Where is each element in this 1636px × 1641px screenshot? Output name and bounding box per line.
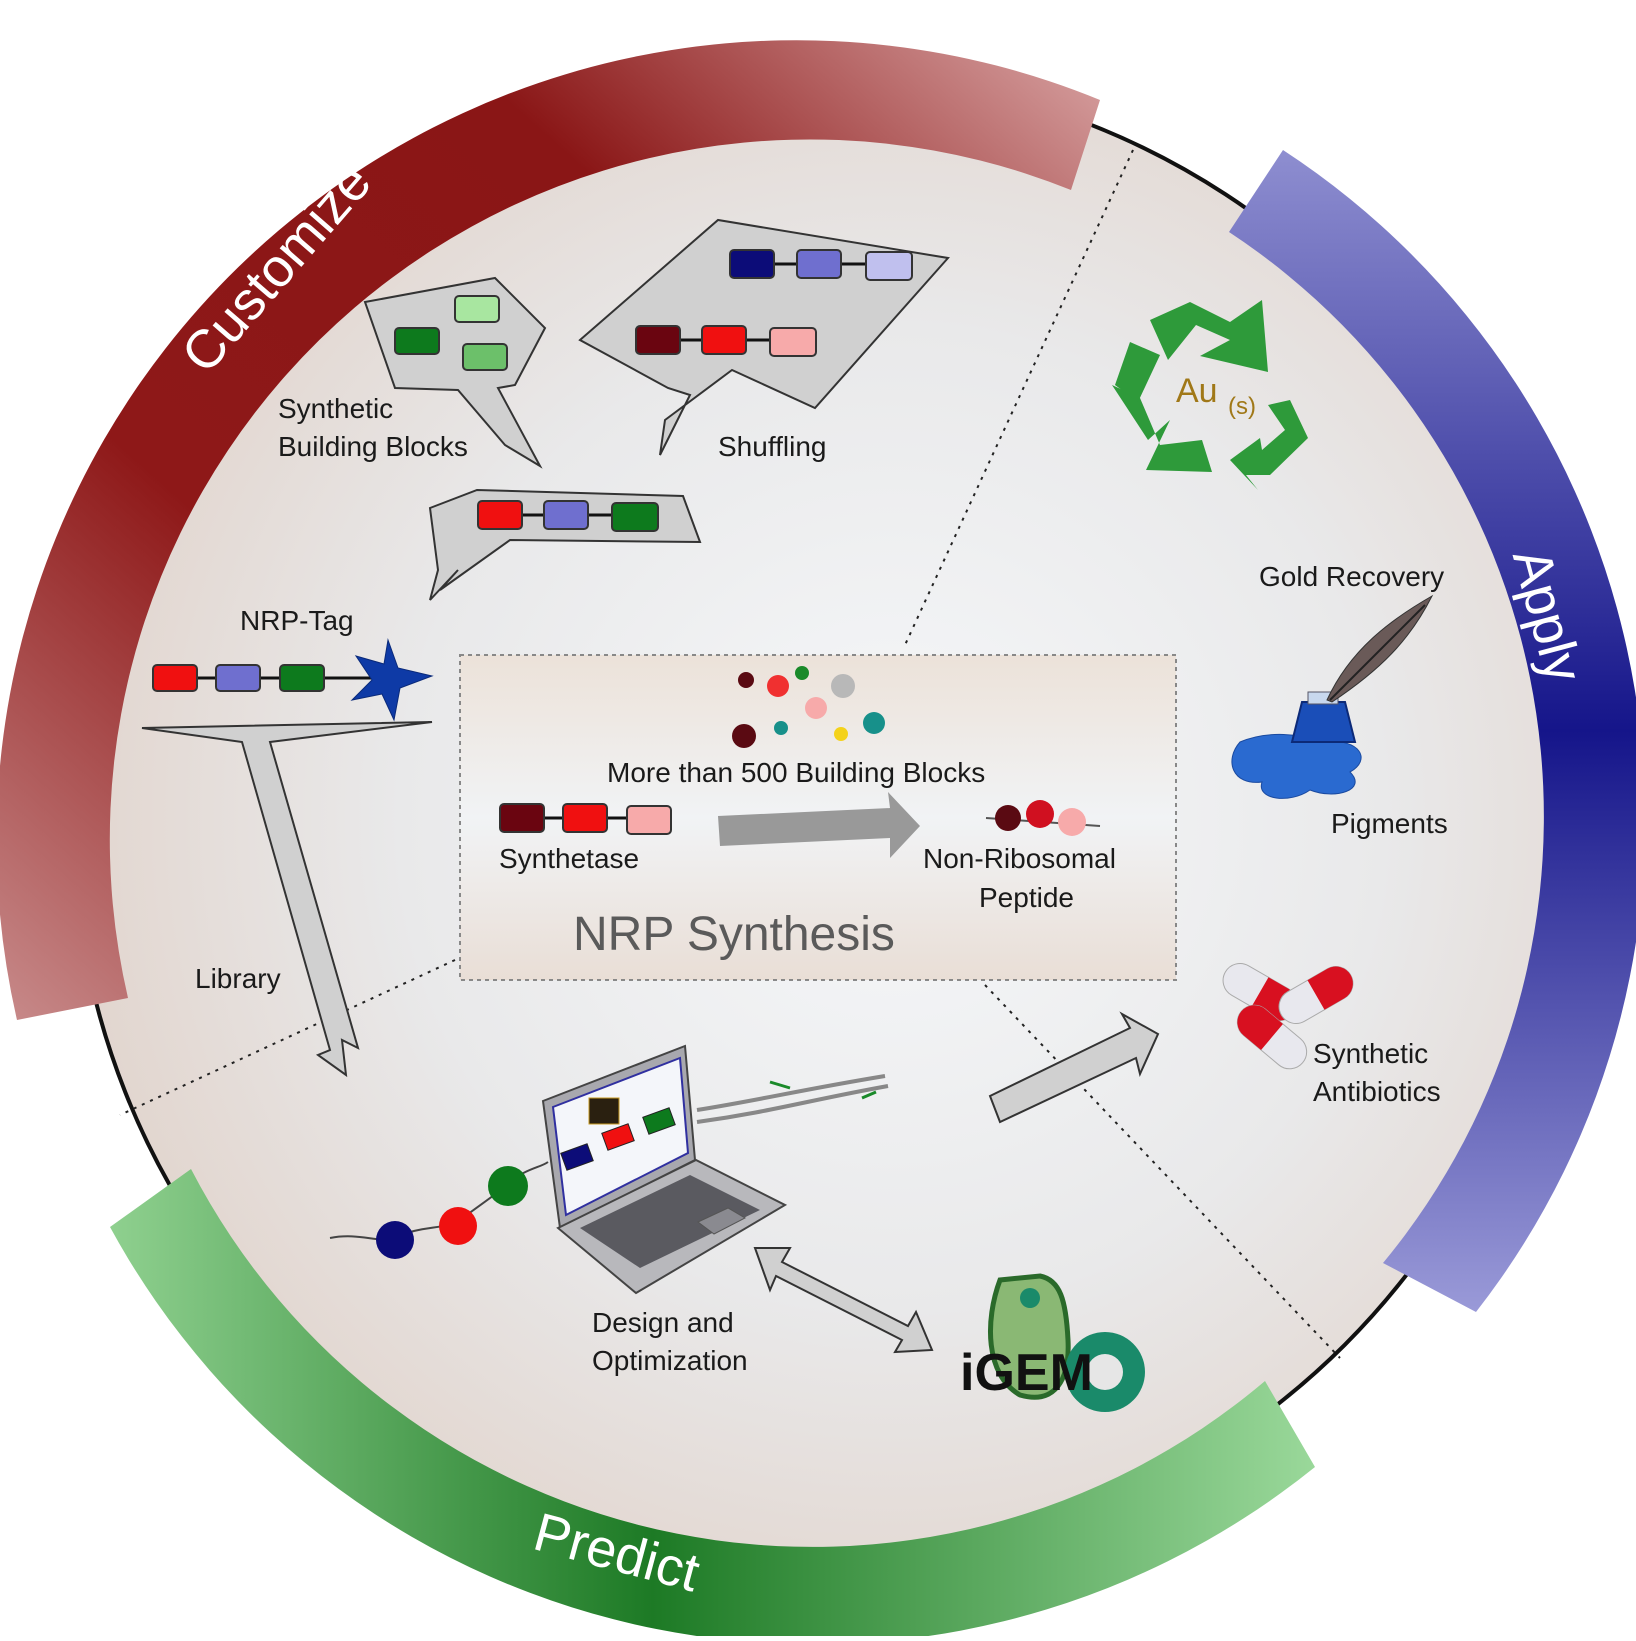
shuffling-callout [578,218,950,456]
screen-block-green [642,1107,676,1135]
peptide-bead-maroon [995,805,1021,831]
tag-star-icon [350,638,434,722]
peptide-label-1: Non-Ribosomal [923,843,1116,874]
screen-block-red [601,1123,635,1151]
building-blocks-count-label: More than 500 Building Blocks [607,757,985,788]
apply-arc [1229,150,1636,1312]
bead-green [488,1166,528,1206]
ink-quill-icon [1231,594,1434,799]
synthetic-antibiotics-label-2: Antibiotics [1313,1076,1441,1107]
peptide-chain [985,800,1101,836]
dot-red [767,675,789,697]
tag-block-green [279,664,325,692]
dot-maroon-small [738,672,754,688]
block-pink [769,327,817,357]
synth-block-maroon [499,803,545,833]
screen-structure-thumb [588,1097,620,1125]
nrp-synthesis-title: NRP Synthesis [573,908,895,961]
dot-gray [831,674,855,698]
tag-block-periwinkle [215,664,261,692]
library-arrow [141,721,433,1078]
chain-block-periwinkle [543,500,589,530]
synthetase-label: Synthetase [499,843,639,874]
design-optimization-label-2: Optimization [592,1345,748,1376]
sector-dividers [119,149,1341,1359]
block-dark-green [394,327,440,355]
shuffling-label: Shuffling [718,431,826,462]
gold-recovery-label: Gold Recovery [1259,561,1444,592]
dot-teal-small [774,721,788,735]
synthesis-arrow [718,792,920,858]
synthetic-antibiotics-label-1: Synthetic [1313,1038,1428,1069]
peptide-label-2: Peptide [979,882,1074,913]
nrp-tag-label: NRP-Tag [240,605,354,636]
block-light-green [454,295,500,323]
chain-block-red [477,500,523,530]
dot-maroon-large [732,724,756,748]
synthetase-chain [499,803,672,835]
block-mid-green [462,343,508,371]
synth-block-red [562,803,608,833]
dot-yellow [834,727,848,741]
capsule-icons [1222,963,1354,1070]
building-block-dots [732,666,885,748]
peptide-bead-pink [1058,808,1086,836]
predicted-peptide-beads [329,1161,549,1259]
design-optimization-label-1: Design and [592,1307,734,1338]
block-red [701,325,747,355]
bead-navy [376,1221,414,1259]
pigments-label: Pigments [1331,808,1448,839]
peptide-bead-red [1026,800,1054,828]
block-navy [729,249,775,279]
recycle-icon [1112,300,1308,490]
predict-arc [110,1169,1315,1641]
block-lavender [865,251,913,281]
screen-block-navy [560,1143,594,1171]
combined-chain-callout [428,488,702,601]
gold-subscript: (s) [1228,393,1256,420]
bead-red [439,1207,477,1245]
block-periwinkle [796,249,842,279]
block-maroon [635,325,681,355]
dot-teal-large [863,712,885,734]
design-igem-arrow [753,1247,934,1354]
dot-pink [805,697,827,719]
dna-ribbon [696,1074,889,1124]
chain-block-green [611,502,659,532]
library-label: Library [195,963,281,994]
synthetic-building-blocks-label-2: Building Blocks [278,431,468,462]
gold-symbol: Au [1176,372,1218,410]
laptop-icon [541,1044,788,1295]
dot-green-small [795,666,809,680]
synthetic-building-blocks-label-1: Synthetic [278,393,393,424]
apply-arrow [988,1011,1160,1124]
nrp-tag-chain [152,638,434,722]
igem-wordmark: iGEM [960,1344,1093,1402]
synth-block-pink [626,805,672,835]
tag-block-red [152,664,198,692]
igem-logo [988,1273,1145,1412]
customize-arc [0,40,1100,1020]
building-blocks-callout [363,276,547,469]
